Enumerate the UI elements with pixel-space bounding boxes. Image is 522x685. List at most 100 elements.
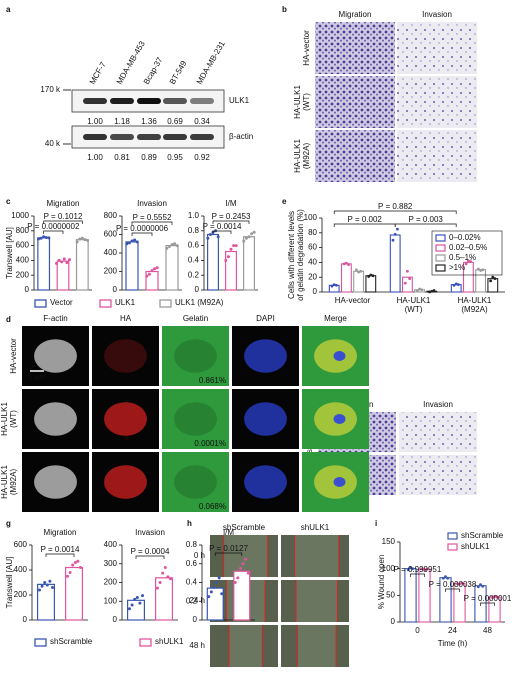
scale-bar-label: 5 μm [28, 372, 46, 381]
data-point [36, 237, 40, 241]
data-point [420, 567, 424, 571]
data-point [158, 581, 162, 584]
y-tick-label: 0.8 [188, 226, 200, 235]
y-tick-label: 400 [16, 256, 30, 265]
cell [244, 339, 287, 373]
y-tick-label: 600 [104, 230, 118, 239]
bar [75, 239, 89, 291]
row-label: (WT) [9, 410, 18, 428]
legend-label: shULK1 [155, 637, 184, 646]
p-value: P = 0.000001 [464, 594, 512, 603]
data-point [163, 566, 167, 569]
chart-title: Migration [47, 199, 80, 208]
y-tick-label: 0 [25, 285, 30, 294]
data-point [345, 261, 348, 265]
significance-bracket [43, 220, 83, 224]
data-point [460, 581, 464, 585]
y-tick-label: 1000 [11, 211, 29, 220]
data-point [66, 574, 69, 578]
band-ratio: 1.18 [114, 117, 130, 126]
p-value: P = 0.002 [348, 215, 383, 224]
data-point [252, 230, 256, 234]
band-ratio: 0.34 [194, 117, 210, 126]
y-tick-label: 100 [104, 596, 118, 605]
x-tick-label: 48 [483, 626, 492, 635]
data-point [161, 571, 165, 575]
significance-bracket [394, 223, 457, 227]
data-point [371, 274, 375, 278]
data-point [428, 290, 431, 294]
x-tick-label: 0 [415, 626, 420, 635]
bar [155, 577, 174, 621]
micrograph [399, 412, 477, 452]
data-point [44, 235, 48, 239]
data-point [68, 258, 71, 262]
bar [207, 233, 220, 291]
data-point [135, 240, 139, 244]
bar [487, 278, 499, 293]
blot-band [190, 98, 214, 104]
row-label: 48 h [189, 641, 205, 650]
significance-bracket [480, 602, 495, 606]
y-axis-label: Cells with different levels [287, 211, 296, 299]
data-point [51, 586, 54, 589]
x-tick-label: 24 [448, 626, 457, 635]
panel-label: b [282, 5, 287, 14]
bar [340, 263, 352, 293]
lane-label: MDA-MB-231 [195, 39, 227, 86]
panel-label: c [6, 197, 11, 206]
data-point [173, 242, 177, 246]
x-tick-label: HA-vector [335, 296, 371, 305]
cell [104, 339, 147, 373]
y-tick-label: 0.4 [186, 578, 198, 587]
data-point [247, 235, 251, 239]
data-point [166, 575, 170, 579]
data-point [78, 237, 82, 241]
y-tick-label: 0 [391, 617, 396, 626]
y-tick-label: 40 [308, 258, 317, 267]
blot-band [163, 98, 187, 104]
data-point [250, 232, 254, 236]
bar [353, 270, 365, 293]
data-point [455, 582, 459, 585]
data-point [242, 239, 246, 243]
cell [174, 402, 217, 436]
cell [34, 339, 77, 373]
chart-title: I/M [225, 199, 236, 208]
p-value: P = 0.1012 [44, 212, 83, 221]
data-point [454, 282, 458, 286]
data-point [130, 603, 134, 607]
band-ratio: 1.36 [141, 117, 157, 126]
row-label: HA-ULK1 [293, 139, 302, 173]
data-point [220, 592, 224, 596]
size-marker: 40 k [45, 139, 61, 148]
data-point [38, 588, 41, 592]
data-point [342, 262, 346, 266]
data-point [47, 236, 51, 240]
data-point [446, 576, 450, 580]
data-point [430, 289, 434, 293]
data-point [441, 576, 445, 580]
column-header: DAPI [256, 314, 275, 323]
data-point [477, 267, 480, 271]
y-tick-label: 0.2 [188, 270, 200, 279]
data-point [234, 244, 238, 248]
bar [401, 276, 413, 293]
y-tick-label: 20 [308, 272, 317, 281]
data-point [229, 247, 233, 251]
bar [165, 245, 179, 291]
bar [37, 237, 51, 291]
p-value: P = 0.0014 [41, 545, 80, 554]
legend-swatch [435, 264, 446, 272]
data-point [408, 277, 411, 281]
legend-swatch [435, 234, 446, 242]
p-value: P = 0.0000002 [27, 222, 80, 231]
y-tick-label: 0 [195, 285, 200, 294]
row-label: (M92A) [302, 143, 311, 170]
data-point [141, 594, 144, 598]
significance-bracket [135, 555, 165, 559]
data-point [40, 584, 44, 588]
data-point [212, 585, 216, 589]
data-point [130, 239, 134, 243]
legend-label: 0.5–1% [449, 253, 476, 262]
